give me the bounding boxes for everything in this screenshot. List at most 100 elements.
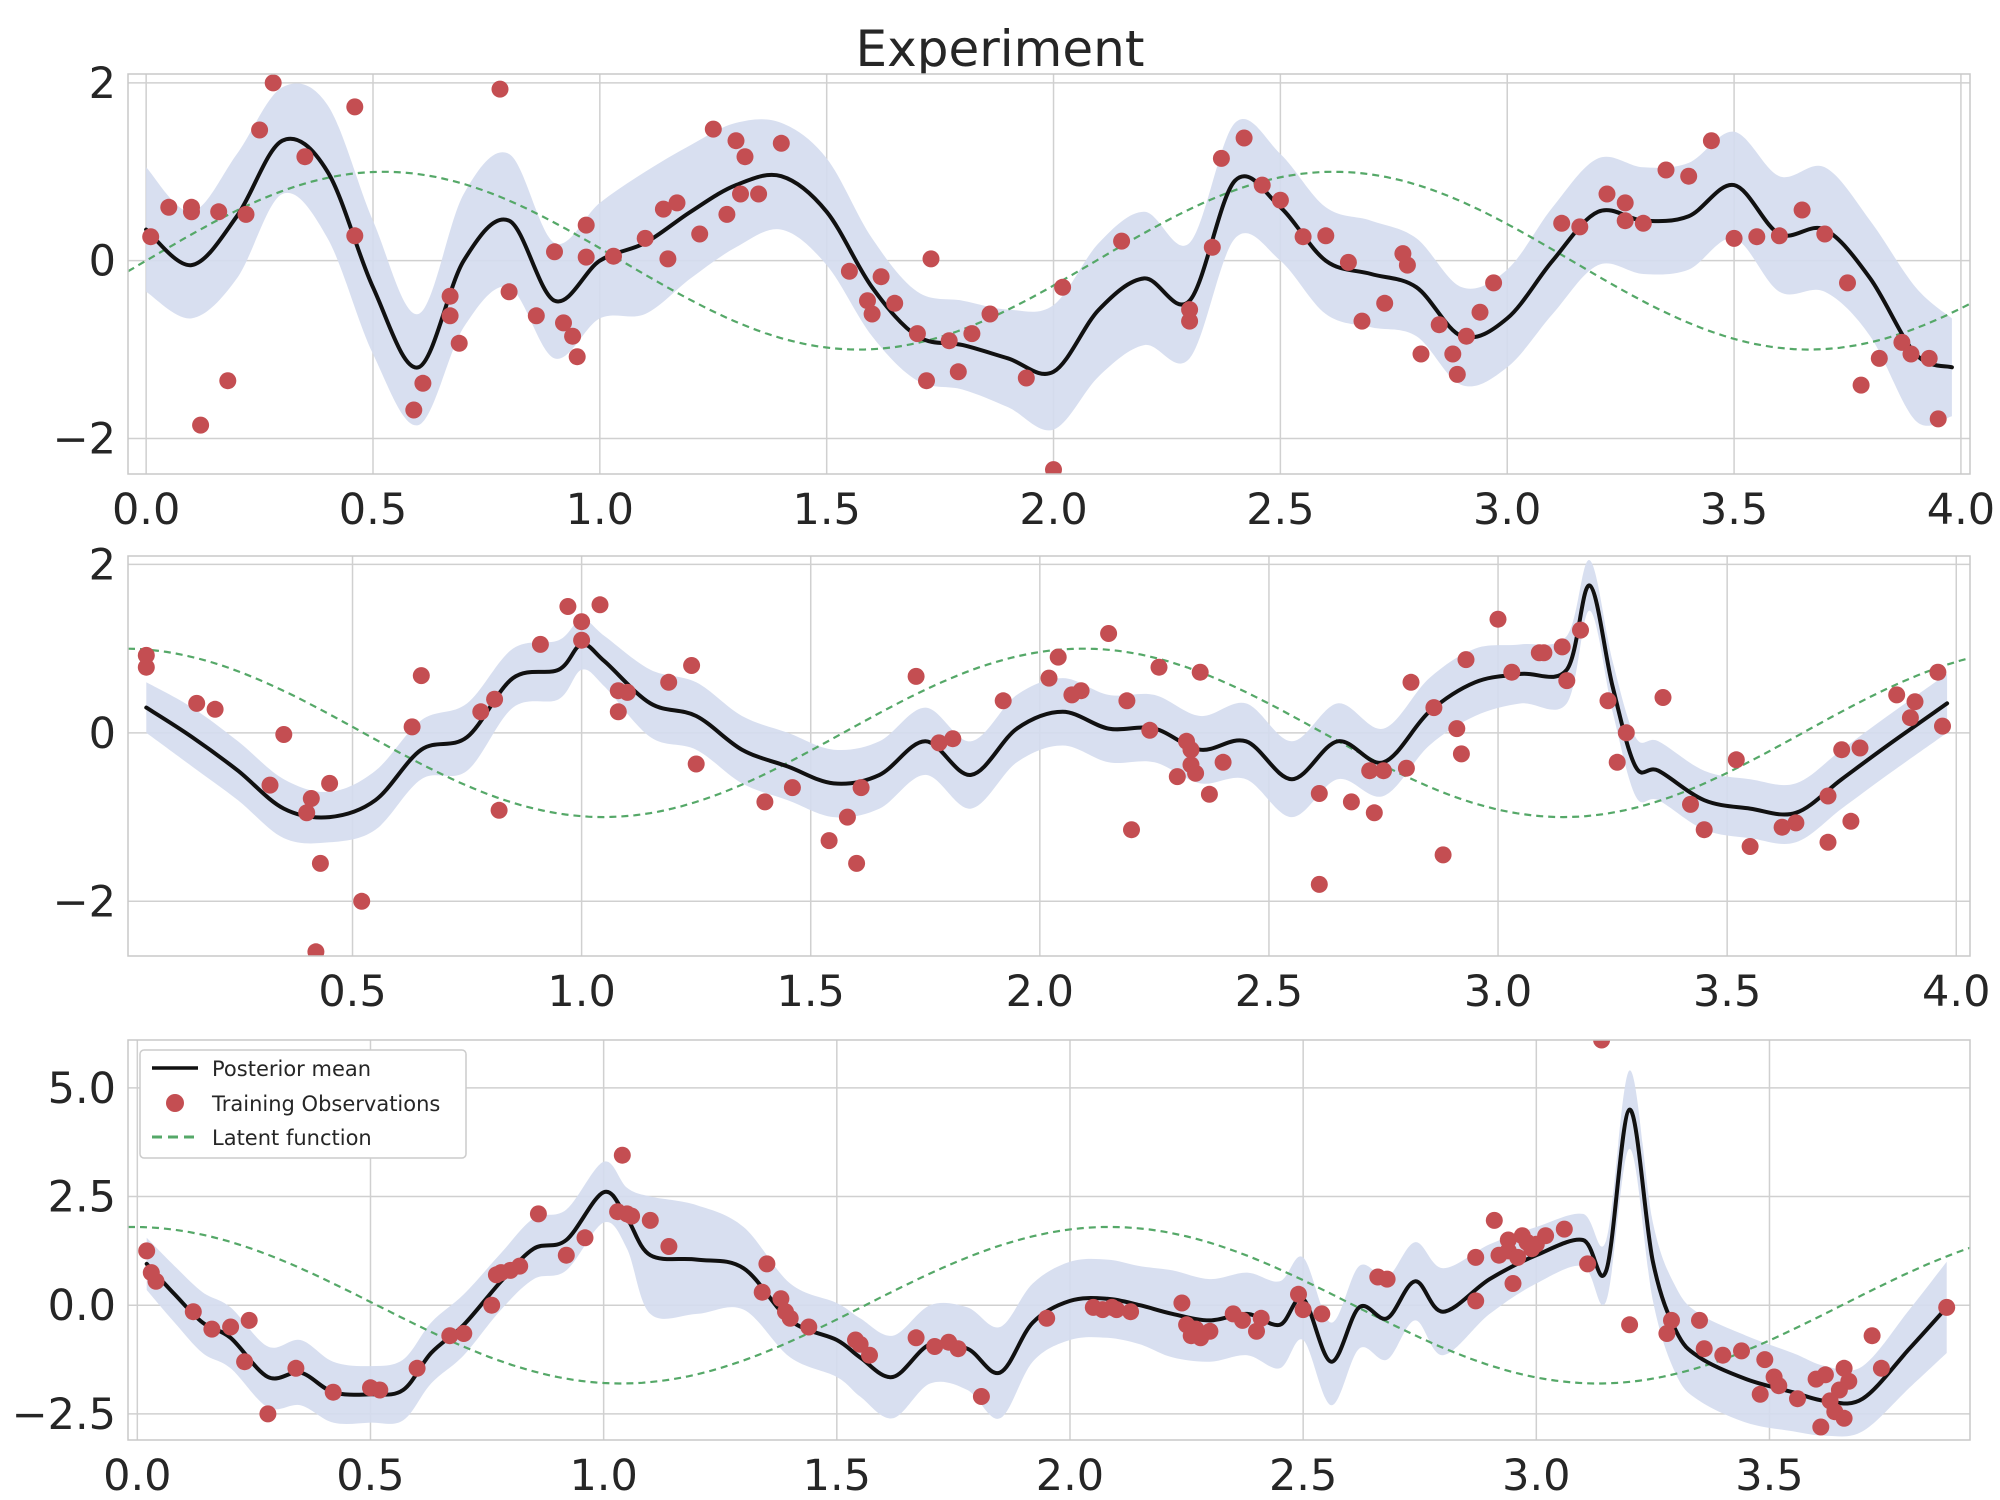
bottom-observation-point bbox=[1663, 1311, 1680, 1329]
middle-observation-point bbox=[1888, 686, 1906, 704]
bottom-observation-point bbox=[1840, 1372, 1858, 1390]
middle-observation-point bbox=[472, 703, 490, 721]
middle-observation-point bbox=[1123, 821, 1140, 839]
top-observation-point bbox=[654, 200, 672, 218]
middle-y-tick-label: −2 bbox=[53, 877, 116, 927]
top-observation-point bbox=[1339, 253, 1357, 271]
bottom-posterior-mean-line bbox=[144, 1107, 1949, 1406]
figure-title: Experiment bbox=[856, 20, 1145, 78]
bottom-observation-point bbox=[576, 1229, 594, 1247]
bottom-observation-point bbox=[1770, 1377, 1788, 1395]
top-observation-point bbox=[1816, 225, 1834, 243]
top-observation-point bbox=[1702, 132, 1720, 150]
bottom-observation-point bbox=[1621, 1316, 1639, 1334]
top-observation-point bbox=[1212, 149, 1230, 167]
top-observation-point bbox=[296, 148, 314, 166]
middle-observation-point bbox=[1182, 741, 1200, 759]
bottom-x-tick-label: 0.0 bbox=[103, 1451, 171, 1500]
bottom-observation-point bbox=[1378, 1270, 1396, 1288]
bottom-x-tick-label: 1.0 bbox=[569, 1451, 637, 1500]
top-observation-point bbox=[1271, 191, 1289, 209]
legend-label-mean: Posterior mean bbox=[212, 1057, 371, 1081]
middle-observation-point bbox=[1118, 692, 1136, 710]
top-observation-point bbox=[1113, 232, 1131, 250]
top-observation-point bbox=[1770, 227, 1788, 245]
top-observation-point bbox=[192, 416, 210, 434]
top-observation-point bbox=[414, 374, 432, 392]
middle-observation-point bbox=[1040, 669, 1058, 687]
middle-observation-point bbox=[618, 683, 636, 701]
middle-chart-panel: 0.5 1.0 1.5 2.0 2.5 3.0 3.5 4.0 −2 0 2 bbox=[53, 540, 1991, 1017]
bottom-observation-point bbox=[641, 1211, 659, 1229]
middle-observation-point bbox=[573, 631, 591, 649]
middle-observation-point bbox=[1787, 814, 1805, 832]
top-observation-point bbox=[210, 203, 228, 221]
middle-observation-point bbox=[261, 776, 279, 794]
middle-observation-point bbox=[1342, 793, 1360, 811]
top-observation-point bbox=[555, 314, 572, 332]
top-chart-panel: 0.0 0.5 1.0 1.5 2.0 2.5 3.0 3.5 4.0 −2 0 2 bbox=[53, 59, 1996, 535]
bottom-observation-point bbox=[324, 1383, 342, 1401]
middle-observation-point bbox=[1072, 682, 1090, 700]
top-observation-point bbox=[704, 120, 722, 138]
top-observation-point bbox=[346, 227, 364, 245]
middle-observation-point bbox=[298, 804, 316, 822]
middle-x-tick-label: 3.5 bbox=[1693, 967, 1761, 1017]
bottom-observation-point bbox=[1812, 1418, 1830, 1436]
top-observation-point bbox=[1054, 278, 1072, 296]
middle-observation-point bbox=[1200, 785, 1218, 803]
bottom-x-tick-label: 0.5 bbox=[336, 1451, 404, 1500]
top-observation-point bbox=[1725, 229, 1743, 247]
bottom-observation-point bbox=[1872, 1359, 1890, 1377]
bottom-latent-function-line bbox=[128, 1225, 1970, 1385]
bottom-observation-point bbox=[1751, 1385, 1769, 1403]
top-observation-point bbox=[1457, 327, 1475, 345]
bottom-y-tick-label: −2.5 bbox=[12, 1390, 116, 1440]
middle-y-tick-label: 2 bbox=[89, 540, 116, 590]
middle-posterior-mean-line bbox=[144, 583, 1950, 820]
bottom-observation-point bbox=[408, 1359, 426, 1377]
middle-x-tick-label: 1.5 bbox=[777, 967, 845, 1017]
middle-observation-point bbox=[1558, 672, 1576, 690]
bottom-observation-point bbox=[1294, 1301, 1312, 1319]
top-x-tick-label: 2.5 bbox=[1246, 485, 1314, 535]
top-observation-point bbox=[1430, 316, 1448, 334]
middle-observation-point bbox=[994, 692, 1012, 710]
bottom-observation-point bbox=[1756, 1351, 1774, 1369]
bottom-x-tick-label: 3.0 bbox=[1502, 1451, 1570, 1500]
top-observation-point bbox=[491, 80, 509, 98]
middle-observation-point bbox=[783, 779, 801, 797]
bottom-plot-frame bbox=[127, 1039, 1971, 1441]
middle-observation-point bbox=[1727, 751, 1745, 769]
top-observation-point bbox=[1839, 274, 1856, 292]
top-observation-point bbox=[981, 305, 999, 323]
top-observation-point bbox=[636, 229, 654, 247]
middle-observation-point bbox=[311, 854, 329, 872]
top-observation-point bbox=[1793, 201, 1811, 219]
middle-observation-point bbox=[756, 793, 774, 811]
top-x-tick-label: 2.0 bbox=[1019, 485, 1087, 535]
middle-observation-point bbox=[1214, 753, 1232, 771]
bottom-observation-point bbox=[949, 1340, 967, 1358]
middle-observation-point bbox=[852, 779, 870, 797]
bottom-observation-point bbox=[529, 1205, 547, 1223]
top-observation-point bbox=[1893, 333, 1911, 351]
bottom-observation-point bbox=[1835, 1409, 1853, 1427]
bottom-observation-point bbox=[1835, 1359, 1853, 1377]
bottom-observation-point bbox=[1122, 1303, 1140, 1321]
middle-observation-point bbox=[573, 613, 591, 631]
bottom-observation-point bbox=[613, 1146, 631, 1164]
top-x-tick-label: 4.0 bbox=[1927, 485, 1995, 535]
bottom-observation-point bbox=[240, 1311, 258, 1329]
top-observation-point bbox=[659, 250, 677, 268]
bottom-observation-point bbox=[753, 1283, 771, 1301]
top-observation-point bbox=[922, 250, 940, 268]
middle-observation-point bbox=[591, 596, 609, 614]
top-observation-point bbox=[1181, 312, 1199, 330]
bottom-observation-point bbox=[371, 1381, 389, 1399]
top-observation-point bbox=[219, 372, 237, 390]
top-observation-point bbox=[1398, 256, 1416, 274]
legend-label-latent: Latent function bbox=[212, 1126, 372, 1150]
top-observation-point bbox=[840, 262, 858, 280]
